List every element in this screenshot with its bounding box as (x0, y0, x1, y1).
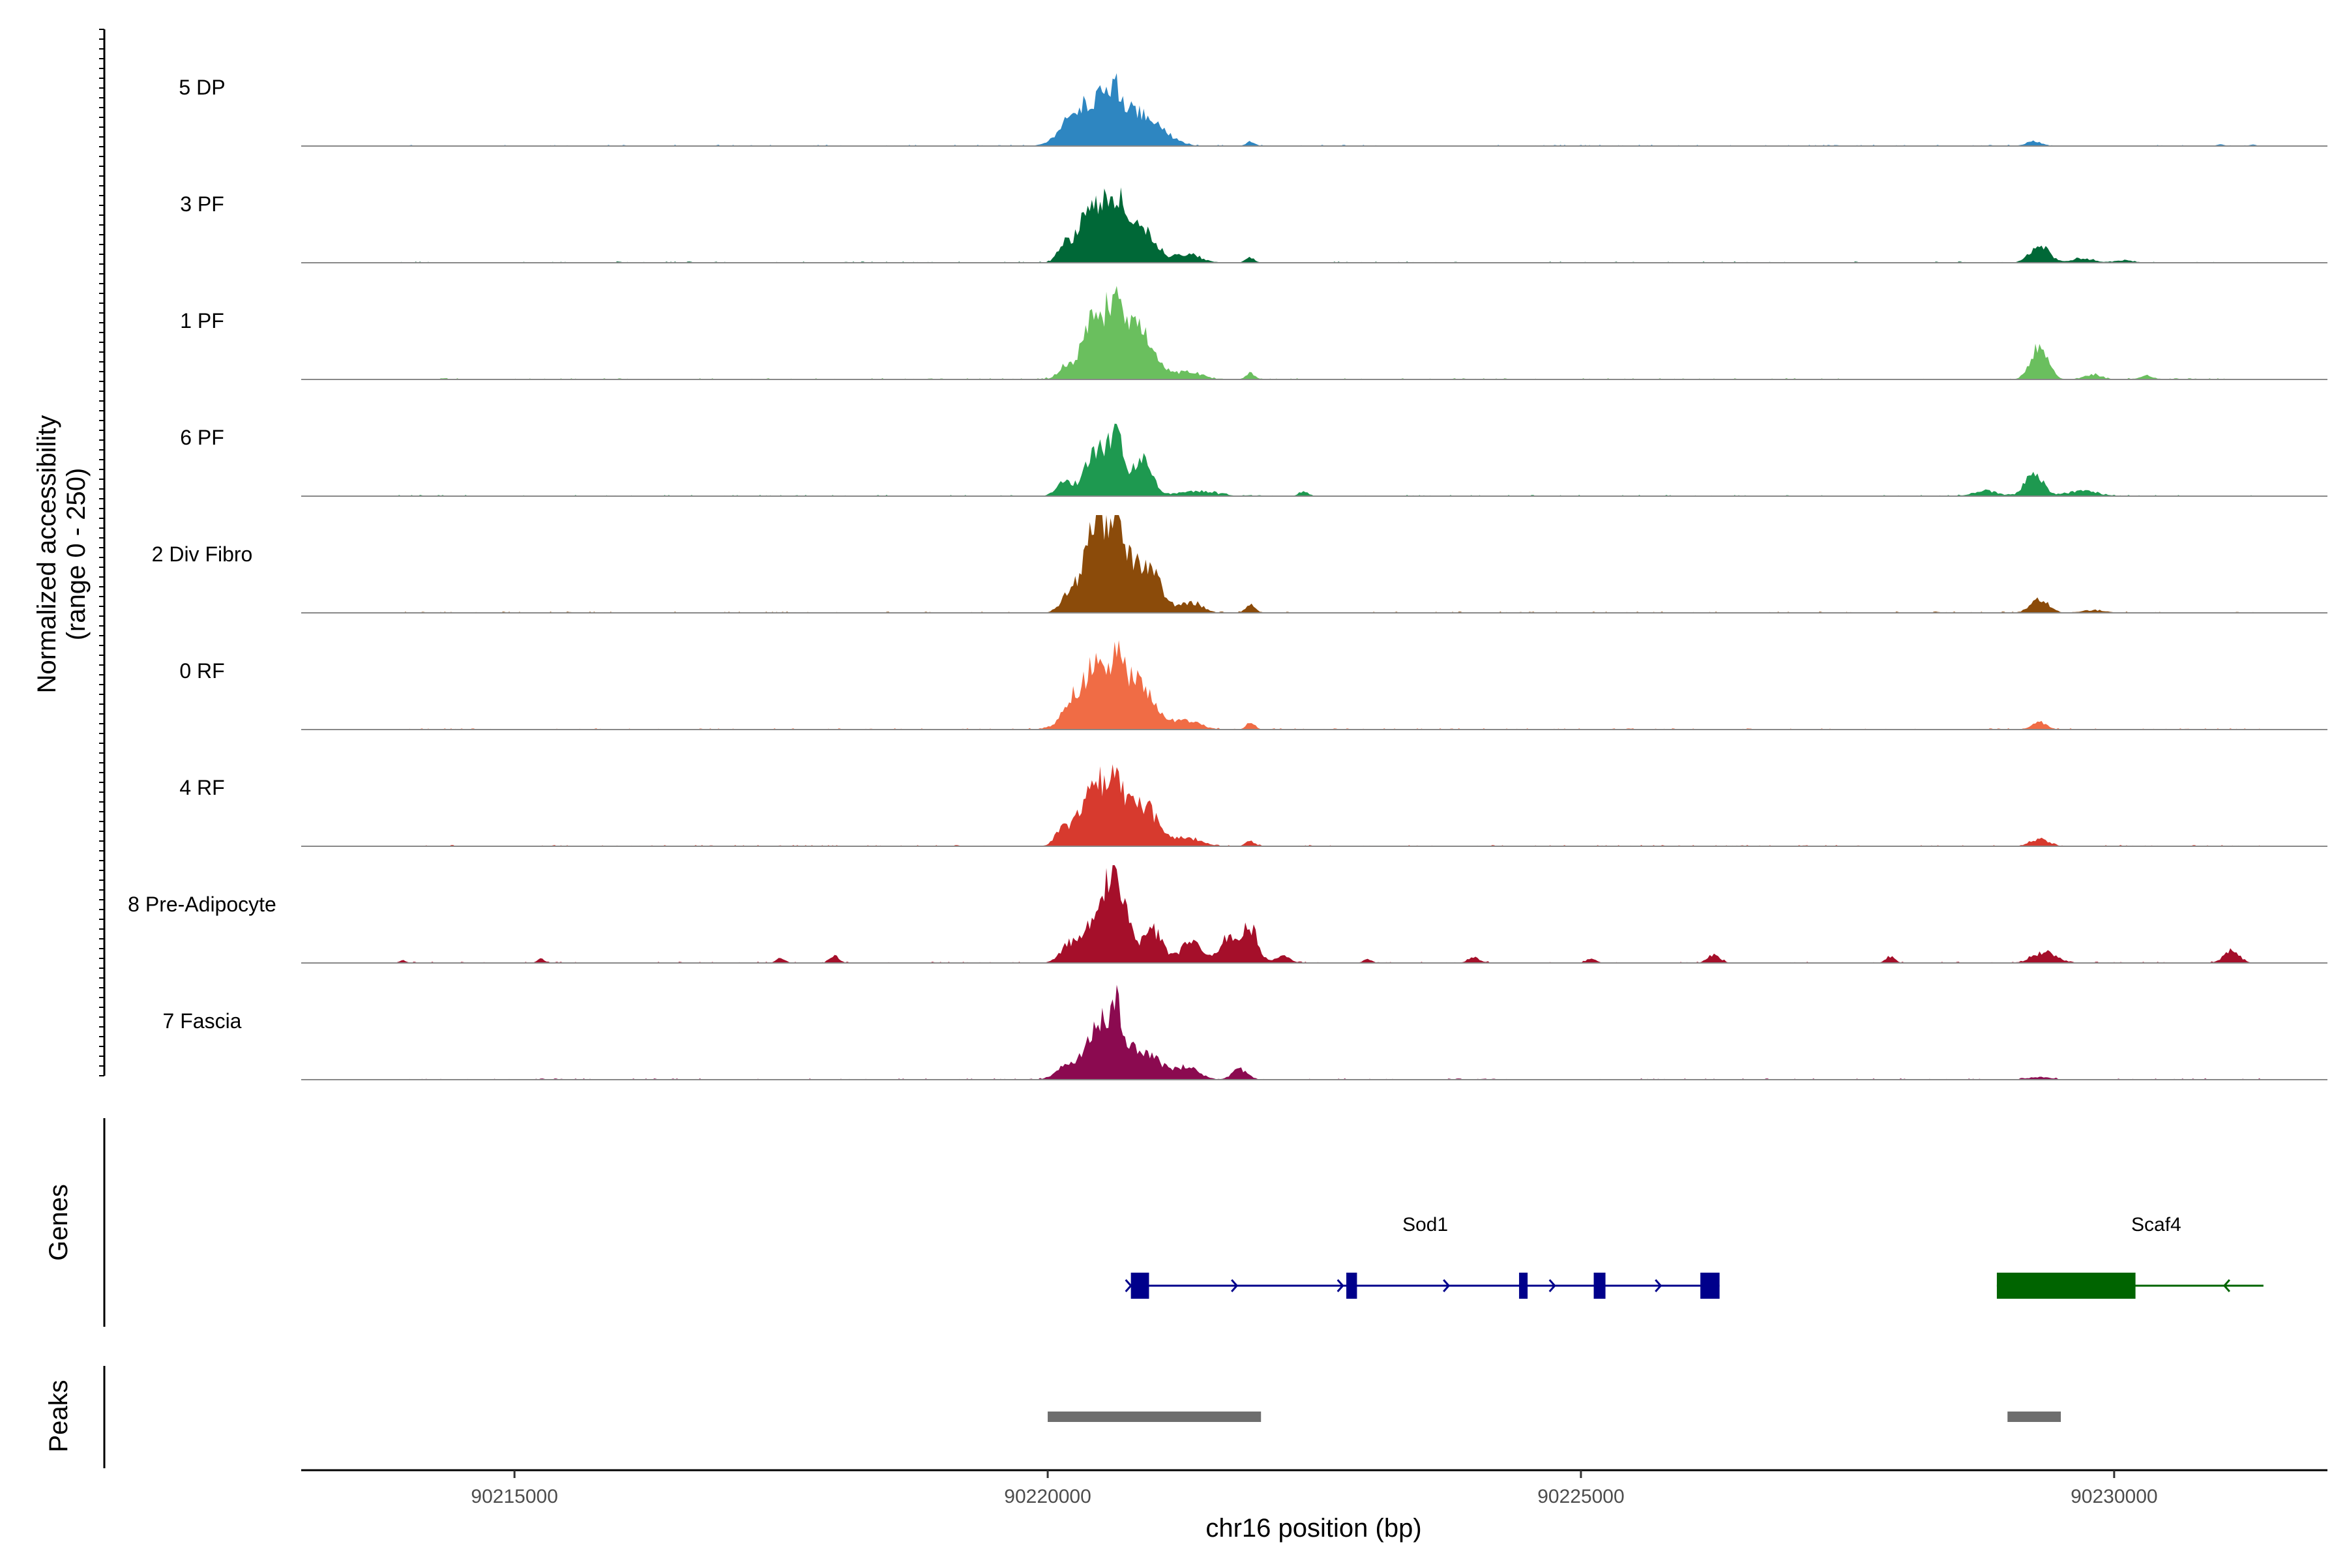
track-1-pf: 1 PF (180, 286, 2327, 380)
gene-exon (1130, 1273, 1149, 1299)
track-label: 8 Pre-Adipocyte (128, 893, 276, 916)
y-axis-title-line2: (range 0 - 250) (62, 468, 91, 641)
x-axis: 90215000 90220000 90225000 90230000 chr16 p… (301, 1469, 2327, 1543)
x-tick-label: 90220000 (1004, 1486, 1091, 1507)
peaks-panel: Peaks (44, 1366, 2061, 1468)
track-2-div-fibro: 2 Div Fibro (152, 515, 2327, 614)
gene-label: Scaf4 (2131, 1214, 2181, 1235)
track-label: 1 PF (180, 309, 224, 333)
coverage-tracks: 5 DP 3 PF 1 PF 6 PF 2 Div Fibro 0 RF 4 RF 8 Pre… (128, 73, 2327, 1080)
gene-sod1: Sod1 (1125, 1214, 1720, 1299)
x-axis-ticks: 90215000 90220000 90225000 90230000 (471, 1470, 2158, 1507)
y-axis-ticks (99, 29, 104, 1076)
x-tick-label: 90230000 (2071, 1486, 2157, 1507)
track-label: 4 RF (179, 776, 224, 799)
coverage-area (397, 764, 2264, 846)
gene-label: Sod1 (1402, 1214, 1448, 1235)
gene-exon (1519, 1273, 1528, 1299)
coverage-area (397, 423, 2264, 496)
coverage-area (397, 73, 2264, 146)
strand-arrow (1548, 1279, 1556, 1292)
peak-region (1048, 1412, 1262, 1422)
x-axis-title: chr16 position (bp) (1205, 1514, 1421, 1543)
y-axis (99, 29, 106, 1076)
track-label: 6 PF (180, 426, 224, 449)
track-7-fascia: 7 Fascia (163, 984, 2327, 1080)
track-label: 7 Fascia (163, 1009, 242, 1033)
gene-exon (1593, 1273, 1606, 1299)
track-label: 3 PF (180, 192, 224, 216)
strand-arrow (1231, 1279, 1239, 1292)
track-label: 2 Div Fibro (152, 542, 253, 566)
genes-layer: Sod1 Scaf4 (1125, 1214, 2264, 1299)
genes-panel: Genes Sod1 Scaf4 (44, 1118, 2264, 1327)
peaks-layer (1048, 1412, 2061, 1422)
strand-arrow (2222, 1279, 2230, 1292)
x-tick-label: 90225000 (1537, 1486, 1624, 1507)
strand-arrow (1336, 1279, 1344, 1292)
track-label: 0 RF (179, 659, 224, 683)
gene-scaf4: Scaf4 (1996, 1214, 2264, 1299)
coverage-area (397, 865, 2264, 963)
track-8-pre-adipocyte: 8 Pre-Adipocyte (128, 865, 2327, 964)
peak-region (2007, 1412, 2061, 1422)
strand-arrow (1125, 1279, 1132, 1292)
track-6-pf: 6 PF (180, 423, 2327, 497)
coverage-area (397, 984, 2264, 1080)
track-3-pf: 3 PF (180, 187, 2327, 263)
y-axis-title-line1: Normalized accessibility (33, 415, 61, 694)
track-0-rf: 0 RF (179, 640, 2327, 730)
gene-exon (1346, 1273, 1357, 1299)
track-4-rf: 4 RF (179, 764, 2327, 847)
coverage-area (397, 286, 2264, 379)
coverage-area (397, 515, 2264, 613)
peaks-track-title: Peaks (44, 1380, 73, 1452)
gene-exon (1996, 1273, 2136, 1299)
genes-track-title: Genes (44, 1184, 73, 1261)
track-label: 5 DP (179, 76, 225, 99)
strand-arrow (1443, 1279, 1451, 1292)
gene-exon (1700, 1273, 1720, 1299)
coverage-area (397, 640, 2264, 730)
track-5-dp: 5 DP (179, 73, 2327, 147)
strand-arrow (1655, 1279, 1662, 1292)
x-tick-label: 90215000 (471, 1486, 557, 1507)
coverage-area (397, 187, 2264, 263)
